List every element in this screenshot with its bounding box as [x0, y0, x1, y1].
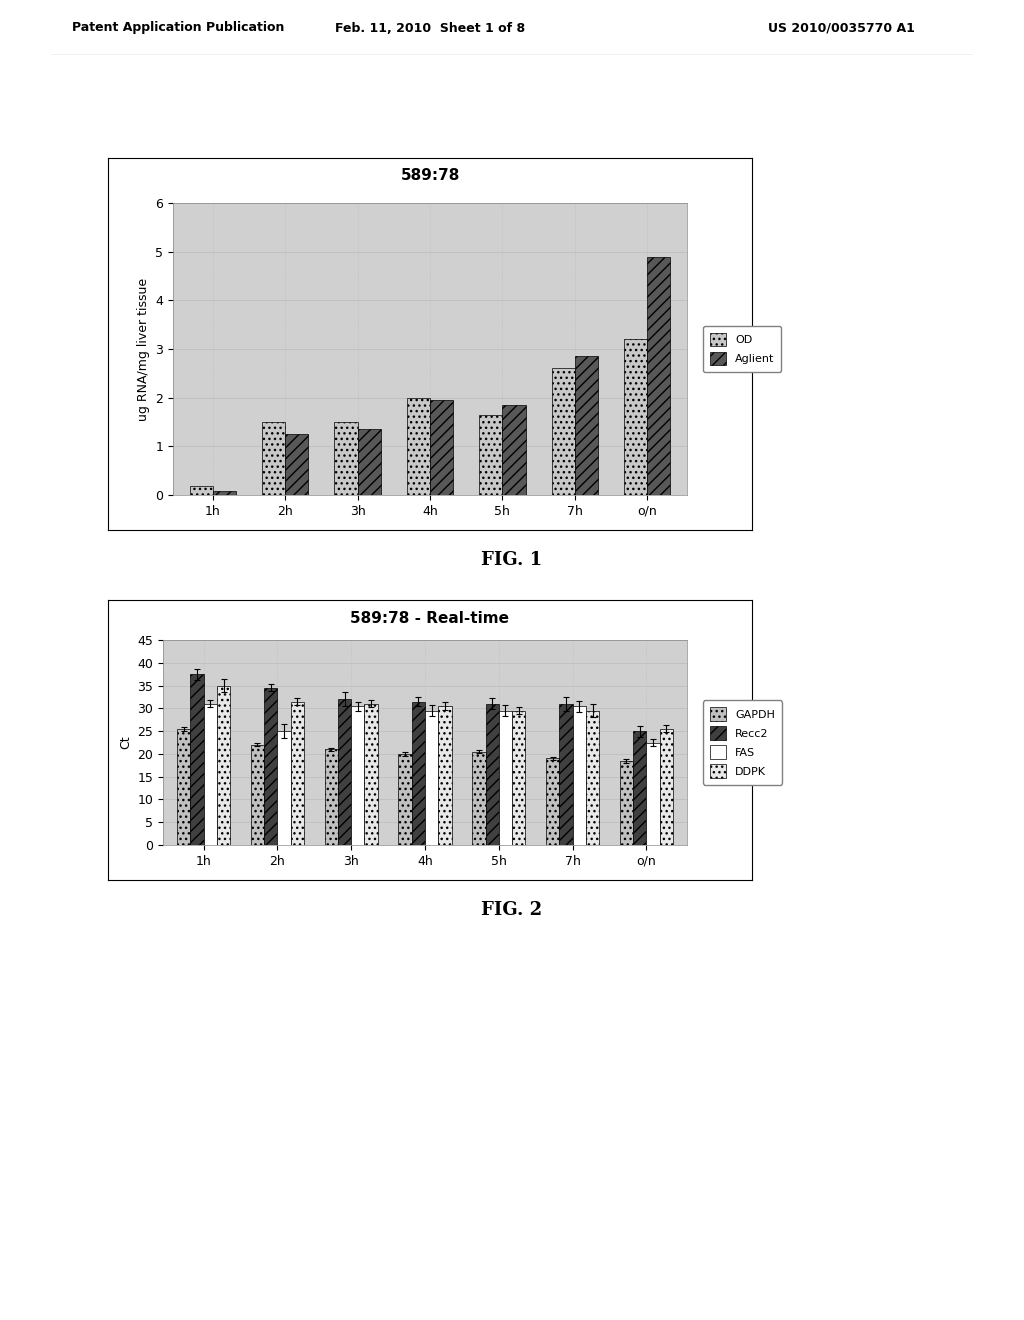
Bar: [351, 706, 365, 845]
Bar: [485, 704, 499, 845]
Y-axis label: Ct: Ct: [119, 735, 132, 750]
Bar: [574, 356, 598, 495]
Bar: [412, 701, 425, 845]
Bar: [357, 429, 381, 495]
Y-axis label: ug RNA/mg liver tissue: ug RNA/mg liver tissue: [137, 277, 150, 421]
Bar: [365, 704, 378, 845]
Bar: [335, 422, 357, 495]
Bar: [552, 368, 574, 495]
Text: 589:78 - Real-time: 589:78 - Real-time: [350, 611, 510, 626]
Text: FIG. 1: FIG. 1: [481, 550, 543, 569]
Bar: [217, 685, 230, 845]
Bar: [177, 729, 190, 845]
Bar: [278, 731, 291, 845]
Text: US 2010/0035770 A1: US 2010/0035770 A1: [768, 21, 914, 34]
Bar: [325, 750, 338, 845]
Bar: [633, 731, 646, 845]
Text: 589:78: 589:78: [400, 169, 460, 183]
Legend: GAPDH, Recc2, FAS, DDPK: GAPDH, Recc2, FAS, DDPK: [703, 701, 781, 784]
Bar: [204, 704, 217, 845]
Bar: [472, 751, 485, 845]
Bar: [425, 710, 438, 845]
Legend: OD, Aglient: OD, Aglient: [702, 326, 781, 372]
Bar: [213, 491, 236, 495]
Bar: [291, 701, 304, 845]
Text: Feb. 11, 2010  Sheet 1 of 8: Feb. 11, 2010 Sheet 1 of 8: [335, 21, 525, 34]
Bar: [430, 400, 454, 495]
Bar: [620, 760, 633, 845]
Bar: [512, 710, 525, 845]
Bar: [546, 759, 559, 845]
Bar: [338, 700, 351, 845]
Bar: [264, 688, 278, 845]
Text: FIG. 2: FIG. 2: [481, 902, 543, 919]
Text: Patent Application Publication: Patent Application Publication: [72, 21, 284, 34]
Bar: [572, 706, 586, 845]
Bar: [262, 422, 286, 495]
Bar: [438, 706, 452, 845]
Bar: [503, 405, 525, 495]
Bar: [586, 710, 599, 845]
Bar: [647, 256, 671, 495]
Bar: [286, 434, 308, 495]
Bar: [398, 754, 412, 845]
Bar: [646, 742, 659, 845]
Bar: [479, 414, 503, 495]
Bar: [559, 704, 572, 845]
Bar: [407, 397, 430, 495]
Bar: [189, 486, 213, 495]
Bar: [190, 675, 204, 845]
Bar: [251, 744, 264, 845]
Bar: [624, 339, 647, 495]
Bar: [499, 710, 512, 845]
Bar: [659, 729, 673, 845]
